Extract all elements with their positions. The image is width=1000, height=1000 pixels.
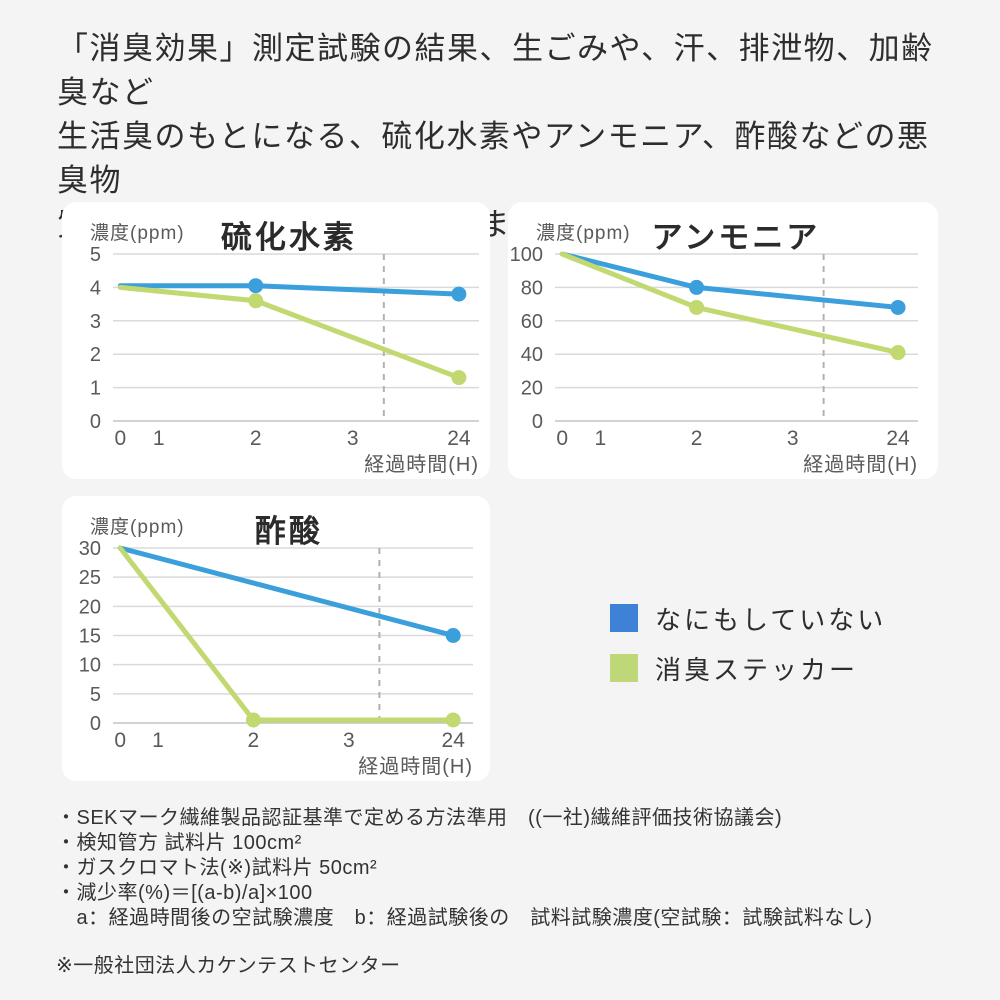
y-axis-unit-label: 濃度(ppm) bbox=[90, 223, 185, 244]
legend-label-untreated: なにもしていない bbox=[655, 604, 887, 635]
y-axis-unit-label: 濃度(ppm) bbox=[536, 223, 631, 244]
chart-title-hydrogen-sulfide: 硫化水素 bbox=[220, 220, 357, 255]
svg-text:経過時間(H): 経過時間(H) bbox=[358, 755, 473, 778]
svg-text:0: 0 bbox=[114, 729, 126, 752]
note-line: ・ガスクロマト法(※)試料片 50cm² bbox=[56, 857, 378, 879]
svg-text:経過時間(H): 経過時間(H) bbox=[803, 453, 918, 476]
svg-text:4: 4 bbox=[90, 277, 101, 299]
chart-card-acetic-acid: 濃度(ppm) 酢酸 0 5 10 15 20 25 30 0 1 2 3 24 経過時間(H) bbox=[62, 496, 490, 781]
legend-item-untreated: なにもしていない bbox=[610, 604, 886, 635]
chart-card-hydrogen-sulfide: 濃度(ppm) 硫化水素 0 1 2 3 4 5 0 1 2 3 24 経過時間(H) bbox=[62, 202, 490, 479]
heading-line-1: 「消臭効果」測定試験の結果、生ごみや、汗、排泄物、加齢臭など bbox=[57, 31, 934, 110]
svg-text:40: 40 bbox=[521, 344, 543, 366]
legend-item-deodorizing-sticker: 消臭ステッカー bbox=[610, 654, 886, 685]
svg-text:2: 2 bbox=[248, 729, 260, 752]
heading-line-2: 生活臭のもとになる、硫化水素やアンモニア、酢酸などの悪臭物 bbox=[57, 119, 930, 198]
svg-text:3: 3 bbox=[787, 427, 799, 450]
svg-text:60: 60 bbox=[521, 311, 543, 333]
legend-swatch-green bbox=[610, 654, 638, 682]
svg-text:経過時間(H): 経過時間(H) bbox=[364, 453, 479, 476]
chart-title-ammonia: アンモニア bbox=[651, 220, 821, 255]
svg-text:25: 25 bbox=[79, 567, 101, 589]
line-plot-acetic-acid: 0 5 10 15 20 25 30 0 1 2 3 24 経過時間(H) bbox=[79, 538, 473, 778]
svg-text:0: 0 bbox=[90, 411, 101, 433]
legend-swatch-blue bbox=[610, 604, 638, 632]
svg-text:2: 2 bbox=[691, 427, 703, 450]
svg-text:24: 24 bbox=[447, 427, 471, 450]
line-plot-ammonia: 0 20 40 60 80 100 0 1 2 3 24 経過時間(H) bbox=[510, 244, 918, 476]
svg-text:3: 3 bbox=[347, 427, 359, 450]
source-note: ※一般社団法人カケンテストセンター bbox=[56, 955, 401, 977]
svg-text:1: 1 bbox=[153, 427, 165, 450]
note-line: a：経過時間後の空試験濃度 b：経過試験後の 試料試験濃度(空試験：試験試料なし… bbox=[56, 907, 873, 929]
svg-text:10: 10 bbox=[79, 655, 101, 677]
svg-text:3: 3 bbox=[343, 729, 355, 752]
svg-text:5: 5 bbox=[90, 684, 101, 706]
legend-label-deodorizing-sticker: 消臭ステッカー bbox=[655, 654, 859, 685]
svg-text:0: 0 bbox=[114, 427, 126, 450]
svg-text:20: 20 bbox=[521, 378, 543, 400]
svg-text:15: 15 bbox=[79, 626, 101, 648]
footnotes: ・SEKマーク繊維製品認証基準で定める方法準用 ((一社)繊維評価技術協議会) … bbox=[56, 806, 966, 979]
legend: なにもしていない 消臭ステッカー bbox=[610, 604, 886, 704]
svg-text:24: 24 bbox=[886, 427, 910, 450]
svg-text:0: 0 bbox=[532, 411, 543, 433]
svg-text:2: 2 bbox=[90, 344, 101, 366]
svg-text:1: 1 bbox=[595, 427, 607, 450]
svg-text:3: 3 bbox=[90, 311, 101, 333]
svg-text:24: 24 bbox=[442, 729, 466, 752]
chart-title-acetic-acid: 酢酸 bbox=[254, 514, 323, 549]
svg-text:20: 20 bbox=[79, 596, 101, 618]
svg-text:0: 0 bbox=[556, 427, 568, 450]
svg-text:2: 2 bbox=[250, 427, 262, 450]
svg-text:1: 1 bbox=[152, 729, 164, 752]
svg-text:80: 80 bbox=[521, 277, 543, 299]
chart-card-ammonia: 濃度(ppm) アンモニア 0 20 40 60 80 100 0 1 2 3 24 経過時間(H) bbox=[508, 202, 938, 479]
note-line: ・検知管方 試料片 100cm² bbox=[56, 832, 302, 854]
line-plot-hydrogen-sulfide: 0 1 2 3 4 5 0 1 2 3 24 経過時間(H) bbox=[90, 244, 479, 476]
svg-text:5: 5 bbox=[90, 244, 101, 266]
note-line: ・SEKマーク繊維製品認証基準で定める方法準用 ((一社)繊維評価技術協議会) bbox=[56, 807, 783, 829]
svg-text:1: 1 bbox=[90, 378, 101, 400]
y-axis-unit-label: 濃度(ppm) bbox=[90, 517, 185, 538]
svg-text:30: 30 bbox=[79, 538, 101, 560]
note-line: ・減少率(%)＝[(a-b)/a]×100 bbox=[56, 882, 313, 904]
svg-text:0: 0 bbox=[90, 713, 101, 735]
svg-text:100: 100 bbox=[510, 244, 543, 266]
